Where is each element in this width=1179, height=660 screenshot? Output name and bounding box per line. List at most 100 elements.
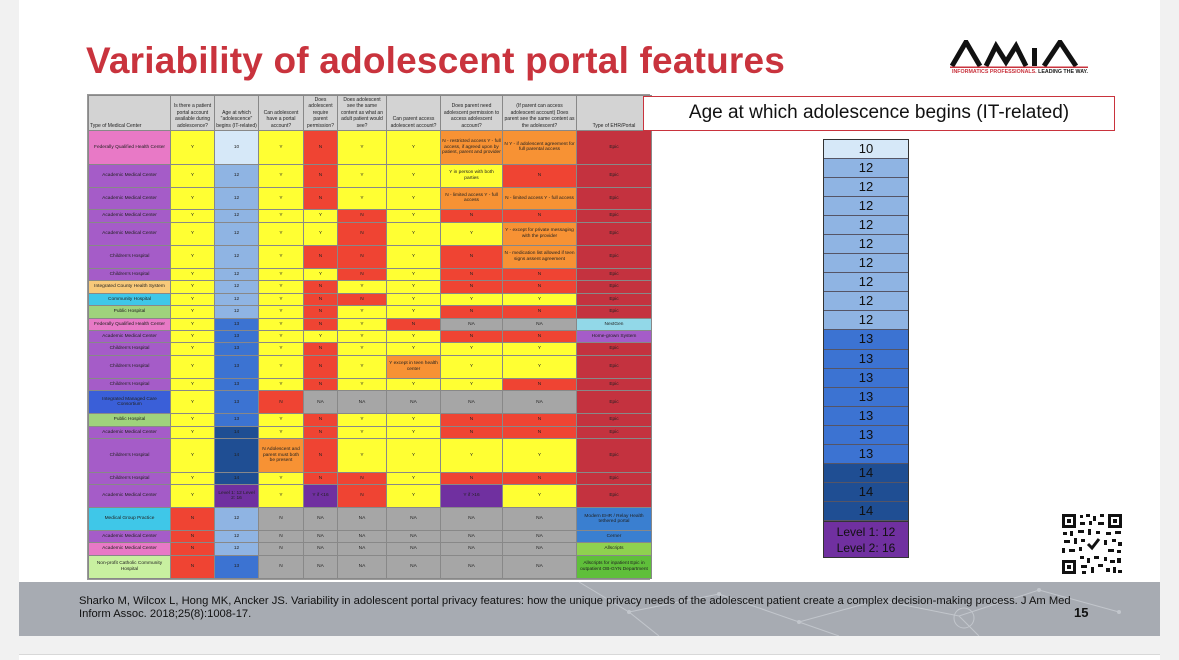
- table-cell: NA: [502, 542, 577, 556]
- table-cell: Y: [502, 438, 577, 473]
- age-cell: 13: [824, 368, 908, 388]
- age-cell: 13: [824, 444, 908, 464]
- table-cell: N: [303, 186, 338, 211]
- table-cell: Y: [337, 305, 387, 319]
- table-cell: 12: [214, 244, 259, 269]
- column-header: (If parent can access adolescent account…: [502, 94, 577, 132]
- table-cell: Epic: [576, 438, 652, 473]
- table-cell: Y: [386, 209, 441, 223]
- table-cell: NA: [386, 507, 441, 532]
- age-cell: 13: [824, 425, 908, 445]
- table-cell: N: [303, 244, 338, 269]
- table-cell: Y: [440, 342, 503, 356]
- table-cell: Y: [258, 292, 304, 307]
- table-cell: Epic: [576, 244, 652, 269]
- table-cell: 13: [214, 377, 259, 392]
- table-cell: Epic: [576, 280, 652, 294]
- qr-code-icon[interactable]: [1060, 512, 1124, 576]
- table-row: Integrated Managed Care Consortium Y 13 N NA…: [88, 390, 652, 415]
- table-cell: N: [170, 530, 215, 544]
- table-cell: Y: [502, 342, 577, 356]
- table-cell: Y: [303, 221, 338, 246]
- table-cell: N: [502, 267, 577, 282]
- table-cell: NA: [337, 554, 387, 580]
- age-cell: 12: [824, 159, 908, 179]
- table-cell: Y: [170, 267, 215, 282]
- table-cell: Y: [337, 438, 387, 473]
- column-header: Does parent need adolescent permission t…: [440, 94, 503, 132]
- table-row: Children's Hospital Y 13 Y N Y Y Y N Epic: [88, 377, 652, 392]
- table-cell: NA: [337, 530, 387, 544]
- column-header: Type of Medical Center: [88, 94, 171, 132]
- table-cell: N: [303, 413, 338, 427]
- table-cell: N: [258, 507, 304, 532]
- table-cell: Y - except for private messaging with th…: [502, 221, 577, 246]
- table-cell: Y: [258, 425, 304, 440]
- table-cell: Children's Hospital: [88, 438, 171, 473]
- table-cell: Y: [258, 330, 304, 344]
- table-cell: Y: [502, 292, 577, 307]
- table-cell: N: [440, 425, 503, 440]
- age-level-line: Level 2: 16: [836, 540, 896, 555]
- table-cell: Epic: [576, 186, 652, 211]
- table-cell: Y: [386, 377, 441, 392]
- table-cell: N: [502, 471, 577, 486]
- table-row: Academic Medical Center Y 13 Y Y Y Y N N Home-gro…: [88, 330, 652, 344]
- table-cell: NA: [386, 554, 441, 580]
- table-cell: Y: [337, 317, 387, 332]
- table-cell: NA: [303, 390, 338, 415]
- table-cell: Federally Qualified Health Center: [88, 130, 171, 165]
- table-cell: N: [170, 542, 215, 556]
- table-cell: Academic Medical Center: [88, 530, 171, 544]
- table-cell: NA: [440, 530, 503, 544]
- table-cell: Y: [337, 186, 387, 211]
- table-cell: Epic: [576, 267, 652, 282]
- table-row: Medical Group Practice N 12 N NA NA NA NA NA Mode…: [88, 507, 652, 532]
- age-cell: 12: [824, 197, 908, 217]
- table-row: Academic Medical Center Y 12 Y N Y Y Y in perso…: [88, 163, 652, 188]
- table-cell: Epic: [576, 305, 652, 319]
- table-cell: Y: [170, 425, 215, 440]
- table-cell: Epic: [576, 163, 652, 188]
- table-cell: Epic: [576, 354, 652, 379]
- table-cell: Epic: [576, 377, 652, 392]
- table-cell: Y: [258, 244, 304, 269]
- table-cell: N: [386, 317, 441, 332]
- next-slide-thumbnail-edge[interactable]: [19, 654, 1160, 660]
- table-cell: Y: [386, 292, 441, 307]
- table-row: Children's Hospital Y 14 N Adolescent and p…: [88, 438, 652, 473]
- table-cell: Y: [170, 186, 215, 211]
- table-cell: N - medication list allowed if teen sign…: [502, 244, 577, 269]
- table-row: Academic Medical Center N 12 N NA NA NA NA NA All…: [88, 542, 652, 556]
- table-cell: Level 1: 12 Level 2: 16: [214, 484, 259, 509]
- table-cell: N: [170, 554, 215, 580]
- table-cell: Children's Hospital: [88, 354, 171, 379]
- table-cell: Y: [337, 330, 387, 344]
- table-row: Academic Medical Center Y Level 1: 12 Leve…: [88, 484, 652, 509]
- table-cell: Y: [170, 221, 215, 246]
- age-cell: 13: [824, 330, 908, 350]
- table-cell: N: [337, 292, 387, 307]
- slide[interactable]: Variability of adolescent portal feature…: [19, 0, 1160, 636]
- table-cell: N: [303, 438, 338, 473]
- table-row: Non-profit Catholic Community Hospital N 1…: [88, 554, 652, 580]
- age-cell: 14: [824, 482, 908, 502]
- table-cell: N: [258, 542, 304, 556]
- table-cell: N: [440, 471, 503, 486]
- table-cell: N: [303, 342, 338, 356]
- table-cell: 13: [214, 317, 259, 332]
- slide-title: Variability of adolescent portal feature…: [86, 40, 786, 81]
- table-cell: Academic Medical Center: [88, 221, 171, 246]
- table-cell: Y: [440, 221, 503, 246]
- table-cell: Y: [386, 342, 441, 356]
- table-cell: N: [502, 163, 577, 188]
- table-cell: Y: [303, 330, 338, 344]
- table-cell: Academic Medical Center: [88, 542, 171, 556]
- table-cell: Y: [337, 425, 387, 440]
- age-level-line: Level 1: 12: [836, 524, 896, 539]
- table-cell: Y: [386, 186, 441, 211]
- table-cell: Y: [258, 130, 304, 165]
- table-cell: Epic: [576, 130, 652, 165]
- table-cell: Y: [258, 221, 304, 246]
- table-cell: 14: [214, 438, 259, 473]
